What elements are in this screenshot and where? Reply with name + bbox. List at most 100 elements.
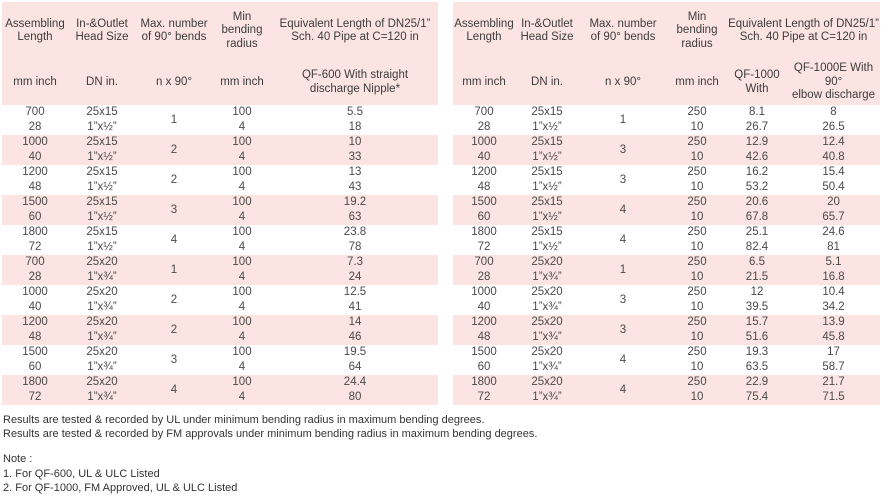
bends-cell: 2 — [170, 294, 178, 306]
note-title: Note : — [3, 453, 33, 465]
qf600-table-body: 700 28 25x15 1”x½” 1 100 4 5.5 18 1000 40 25x15 1”x½… — [2, 105, 438, 405]
assembling-length-cell: 1500 60 — [453, 195, 515, 225]
footnote-ul: Results are tested & recorded by UL unde… — [3, 414, 485, 426]
col-header-max-bends: Max. number of 90° bends — [136, 2, 212, 60]
equivalent-length-cell: 15.7 51.6 — [727, 315, 787, 345]
radius-cell: 100 4 — [232, 346, 252, 373]
unit-head-size: DN in. — [68, 60, 136, 105]
table-row: 1000 40 25x15 1”x½” 2 100 4 10 33 — [2, 135, 438, 165]
assembling-length-cell: 700 28 — [2, 255, 68, 285]
equivalent-length-cell: 12.9 42.6 — [727, 135, 787, 165]
header-title-row: Assembling Length In-&Outlet Head Size M… — [453, 2, 881, 60]
head-size-cell: 25x15 1”x½” — [68, 135, 136, 165]
head-size-cell: 25x20 1”x¾” — [68, 315, 136, 345]
equivalent-length-cell: 19.5 64 — [343, 346, 367, 373]
head-size-cell: 25x15 1”x½” — [68, 195, 136, 225]
assembling-length-cell: 1500 60 — [471, 346, 497, 373]
table-row: 1000 40 25x20 1”x¾” 2 100 4 12.5 41 — [2, 285, 438, 315]
table-row: 1500 60 25x15 1”x½” 4 250 10 20.6 67.8 20 65.7 — [453, 195, 881, 225]
table-row: 1000 40 25x20 1”x¾” 3 250 10 12 39.5 10.4 34.2 — [453, 285, 880, 315]
table-row: 1200 48 25x20 1”x¾” 3 250 10 15.7 51.6 13.9 45.8 — [453, 315, 881, 345]
equivalent-length-cell: 16.2 53.2 — [745, 166, 769, 193]
assembling-length-cell: 700 28 — [474, 106, 494, 133]
bends-cell: 3 — [619, 294, 627, 306]
bends-cell: 3 — [136, 195, 212, 225]
qf600-spec-table: Assembling Length In-&Outlet Head Size M… — [2, 2, 438, 405]
table-row: 1200 48 25x20 1”x¾” 2 100 4 14 46 — [2, 315, 438, 345]
table-row: 1200 48 25x15 1”x½” 3 250 10 16.2 53.2 15.4 50.4 — [453, 165, 880, 195]
radius-cell: 250 10 — [667, 255, 727, 285]
head-size-cell: 25x20 1”x¾” — [515, 315, 579, 345]
note-block: Note : 1. For QF-600, UL & ULC Listed 2.… — [3, 452, 237, 496]
note-item-1: 1. For QF-600, UL & ULC Listed — [3, 467, 160, 480]
header-unit-row: mm inch DN in. n x 90° mm inch QF-1000 W… — [453, 60, 881, 105]
qf1000-table-body: 700 28 25x15 1”x½” 1 250 10 8.1 26.7 8 26.5 1000 40 2… — [453, 105, 881, 405]
unit-min-bending-radius: mm inch — [667, 60, 727, 105]
head-size-cell: 25x15 1”x½” — [515, 195, 579, 225]
equivalent-length-cell: 5.5 18 — [347, 106, 363, 133]
equivalent-length-cell: 15.4 50.4 — [822, 166, 845, 193]
col-header-head-size: In-&Outlet Head Size — [515, 2, 579, 60]
equivalent-length-cell: 23.8 78 — [343, 226, 367, 253]
table-row: 1800 72 25x20 1”x¾” 4 250 10 22.9 75.4 21.7 71.5 — [453, 375, 881, 405]
assembling-length-cell: 1500 60 — [2, 195, 68, 225]
bends-cell: 4 — [170, 234, 178, 246]
table-row: 1500 60 25x15 1”x½” 3 100 4 19.2 63 — [2, 195, 438, 225]
assembling-length-cell: 700 28 — [25, 106, 45, 133]
bends-cell: 3 — [579, 315, 667, 345]
equivalent-length-cell: 20 65.7 — [787, 195, 881, 225]
assembling-length-cell: 1800 72 — [2, 375, 68, 405]
head-size-cell: 25x15 1”x½” — [531, 166, 563, 193]
bends-cell: 4 — [136, 375, 212, 405]
table-row: 1000 40 25x15 1”x½” 3 250 10 12.9 42.6 12.4 40.8 — [453, 135, 881, 165]
col-header-min-bending-radius: Min bending radius — [212, 2, 272, 60]
head-size-cell: 25x20 1”x¾” — [68, 255, 136, 285]
assembling-length-cell: 1000 40 — [2, 135, 68, 165]
bends-cell: 2 — [136, 135, 212, 165]
assembling-length-cell: 1800 72 — [22, 226, 48, 253]
head-size-cell: 25x15 1”x½” — [531, 226, 563, 253]
col-header-min-bending-radius: Min bending radius — [667, 2, 727, 60]
unit-min-bending-radius: mm inch — [212, 60, 272, 105]
equivalent-length-cell: 13 43 — [348, 166, 362, 193]
table-row: 700 28 25x20 1”x¾” 1 100 4 7.3 24 — [2, 255, 438, 285]
radius-cell: 250 10 — [667, 135, 727, 165]
bends-cell: 4 — [619, 234, 627, 246]
table-row: 700 28 25x15 1”x½” 1 100 4 5.5 18 — [2, 105, 438, 135]
assembling-length-cell: 1800 72 — [453, 375, 515, 405]
note-item-2: 2. For QF-1000, FM Approved, UL & ULC Li… — [3, 482, 238, 494]
unit-max-bends: n x 90° — [579, 60, 667, 105]
col-header-assembling-length: Assembling Length — [2, 2, 68, 60]
qf1000-spec-table: Assembling Length In-&Outlet Head Size M… — [453, 2, 881, 405]
table-row: 1500 60 25x20 1”x¾” 3 100 4 19.5 64 — [2, 345, 438, 375]
equivalent-length-cell: 7.3 24 — [272, 255, 438, 285]
bends-cell: 4 — [579, 375, 667, 405]
qf1000-table-header: Assembling Length In-&Outlet Head Size M… — [453, 2, 881, 105]
radius-cell: 250 10 — [667, 195, 727, 225]
head-size-cell: 25x15 1”x½” — [515, 135, 579, 165]
head-size-cell: 25x20 1”x¾” — [531, 286, 563, 313]
radius-cell: 250 10 — [687, 346, 707, 373]
assembling-length-cell: 1000 40 — [453, 135, 515, 165]
equivalent-length-cell: 20.6 67.8 — [727, 195, 787, 225]
head-size-cell: 25x15 1”x½” — [86, 226, 118, 253]
equivalent-length-cell: 19.2 63 — [272, 195, 438, 225]
header-unit-row: mm inch DN in. n x 90° mm inch QF-600 Wi… — [2, 60, 438, 105]
equivalent-length-cell: 12.5 41 — [343, 286, 367, 313]
assembling-length-cell: 1000 40 — [22, 286, 48, 313]
head-size-cell: 25x20 1”x¾” — [68, 375, 136, 405]
assembling-length-cell: 1200 48 — [471, 166, 497, 193]
assembling-length-cell: 1200 48 — [453, 315, 515, 345]
table-row: 700 28 25x15 1”x½” 1 250 10 8.1 26.7 8 26.5 — [453, 105, 880, 135]
radius-cell: 100 4 — [232, 286, 252, 313]
equivalent-length-cell: 10 33 — [272, 135, 438, 165]
head-size-cell: 25x20 1”x¾” — [531, 346, 563, 373]
equivalent-length-cell: 24.6 81 — [822, 226, 845, 253]
bends-cell: 1 — [579, 255, 667, 285]
equivalent-length-cell: 6.5 21.5 — [727, 255, 787, 285]
radius-cell: 100 4 — [212, 135, 272, 165]
equivalent-length-cell: 14 46 — [272, 315, 438, 345]
unit-head-size: DN in. — [515, 60, 579, 105]
equivalent-length-cell: 5.1 16.8 — [787, 255, 881, 285]
